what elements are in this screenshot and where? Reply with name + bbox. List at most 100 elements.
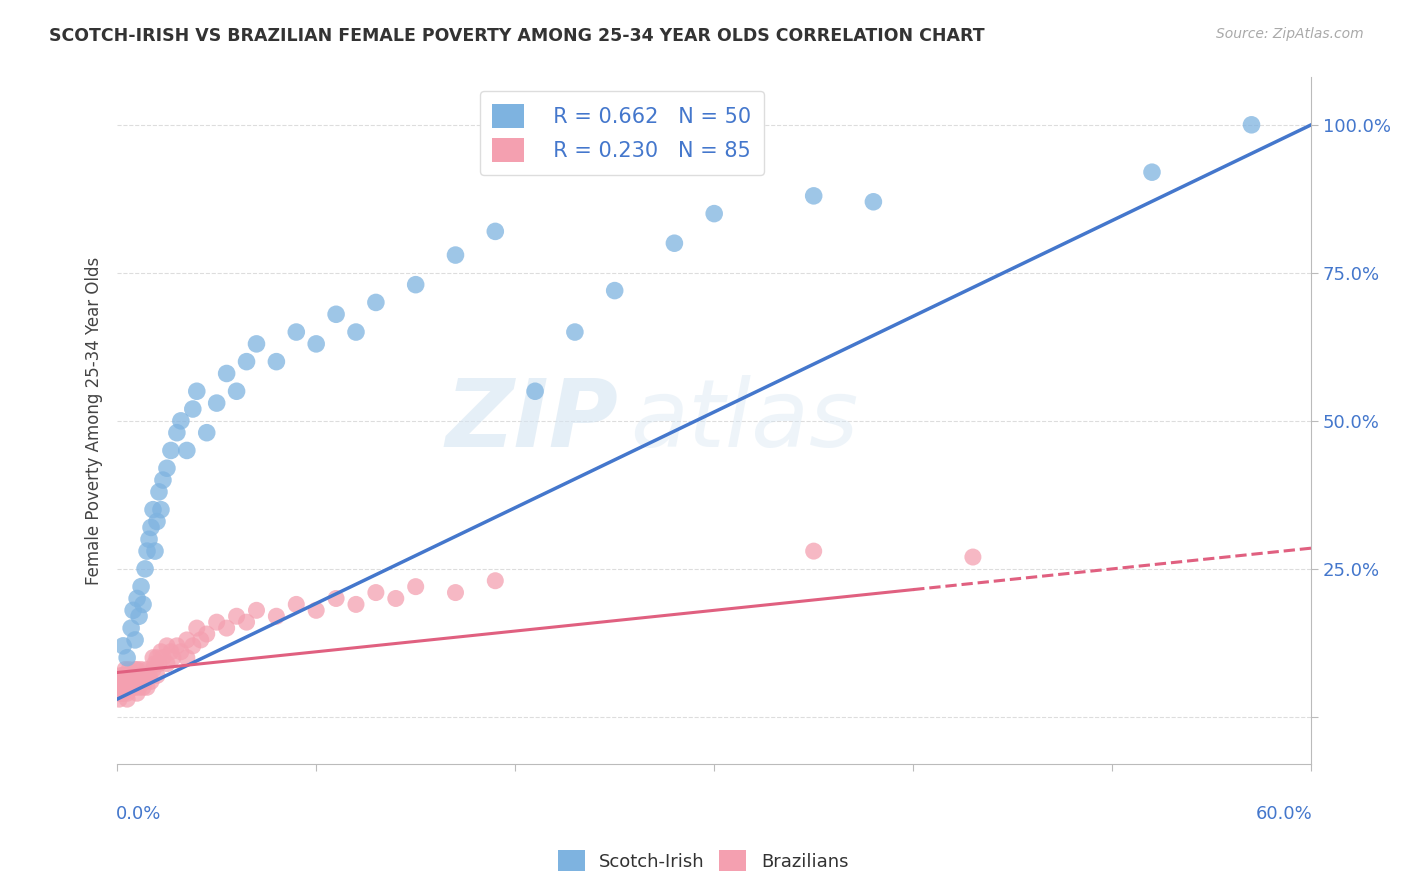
Point (444, 248, 467, 262)
Point (136, 663, 159, 677)
Point (225, 384, 247, 399)
Point (114, 674, 136, 689)
Point (115, 686, 138, 700)
Point (176, 650, 198, 665)
Point (190, 632, 212, 647)
Point (139, 520, 162, 534)
Point (364, 295, 387, 310)
Point (124, 663, 146, 677)
Point (114, 681, 136, 695)
Point (803, 189, 825, 203)
Point (235, 354, 257, 368)
Y-axis label: Female Poverty Among 25-34 Year Olds: Female Poverty Among 25-34 Year Olds (86, 257, 103, 585)
Point (148, 657, 170, 671)
Point (110, 686, 132, 700)
Point (160, 645, 183, 659)
Text: Source: ZipAtlas.com: Source: ZipAtlas.com (1216, 27, 1364, 41)
Point (115, 674, 138, 689)
Point (325, 307, 347, 321)
Point (285, 598, 308, 612)
Point (364, 585, 387, 599)
Point (138, 668, 160, 682)
Point (129, 580, 152, 594)
Point (110, 681, 132, 695)
Point (115, 650, 138, 665)
Point (142, 650, 165, 665)
Point (122, 668, 145, 682)
Point (344, 598, 367, 612)
Point (110, 668, 132, 682)
Point (127, 663, 149, 677)
Legend: Scotch-Irish, Brazilians: Scotch-Irish, Brazilians (551, 843, 855, 879)
Point (122, 674, 145, 689)
Point (603, 284, 626, 298)
Point (195, 627, 218, 641)
Point (136, 681, 159, 695)
Point (124, 632, 146, 647)
Point (118, 674, 141, 689)
Point (862, 194, 884, 209)
Point (112, 686, 135, 700)
Point (108, 692, 131, 706)
Point (176, 443, 198, 458)
Point (186, 621, 208, 635)
Point (110, 674, 132, 689)
Point (118, 681, 141, 695)
Point (142, 663, 165, 677)
Point (170, 414, 193, 428)
Point (118, 668, 141, 682)
Point (118, 663, 141, 677)
Point (162, 650, 184, 665)
Point (146, 515, 169, 529)
Point (664, 236, 686, 251)
Point (344, 325, 367, 339)
Point (152, 650, 174, 665)
Point (160, 443, 183, 458)
Point (385, 591, 408, 606)
Point (205, 396, 228, 410)
Point (962, 549, 984, 564)
Point (444, 585, 467, 599)
Point (305, 603, 328, 617)
Text: 60.0%: 60.0% (1256, 805, 1312, 823)
Point (108, 674, 131, 689)
Point (215, 621, 238, 635)
Point (120, 621, 142, 635)
Point (138, 533, 160, 547)
Point (124, 681, 146, 695)
Point (156, 639, 179, 653)
Point (129, 674, 152, 689)
Point (146, 650, 169, 665)
Point (1240, 118, 1263, 132)
Point (564, 325, 586, 339)
Point (166, 639, 188, 653)
Point (115, 668, 138, 682)
Point (170, 645, 193, 659)
Point (166, 425, 188, 440)
Point (112, 681, 135, 695)
Point (405, 277, 427, 292)
Point (186, 384, 208, 399)
Point (285, 325, 308, 339)
Point (149, 645, 172, 659)
Point (120, 668, 142, 682)
Point (128, 668, 150, 682)
Point (127, 686, 149, 700)
Point (115, 681, 138, 695)
Point (325, 591, 347, 606)
Point (152, 473, 174, 487)
Point (181, 402, 204, 417)
Point (114, 668, 136, 682)
Point (143, 657, 166, 671)
Point (176, 632, 198, 647)
Point (132, 598, 155, 612)
Point (205, 615, 228, 629)
Point (215, 367, 238, 381)
Point (115, 692, 138, 706)
Point (108, 686, 131, 700)
Point (134, 562, 156, 576)
Text: 0.0%: 0.0% (115, 805, 162, 823)
Point (112, 668, 135, 682)
Point (225, 609, 247, 624)
Point (146, 668, 169, 682)
